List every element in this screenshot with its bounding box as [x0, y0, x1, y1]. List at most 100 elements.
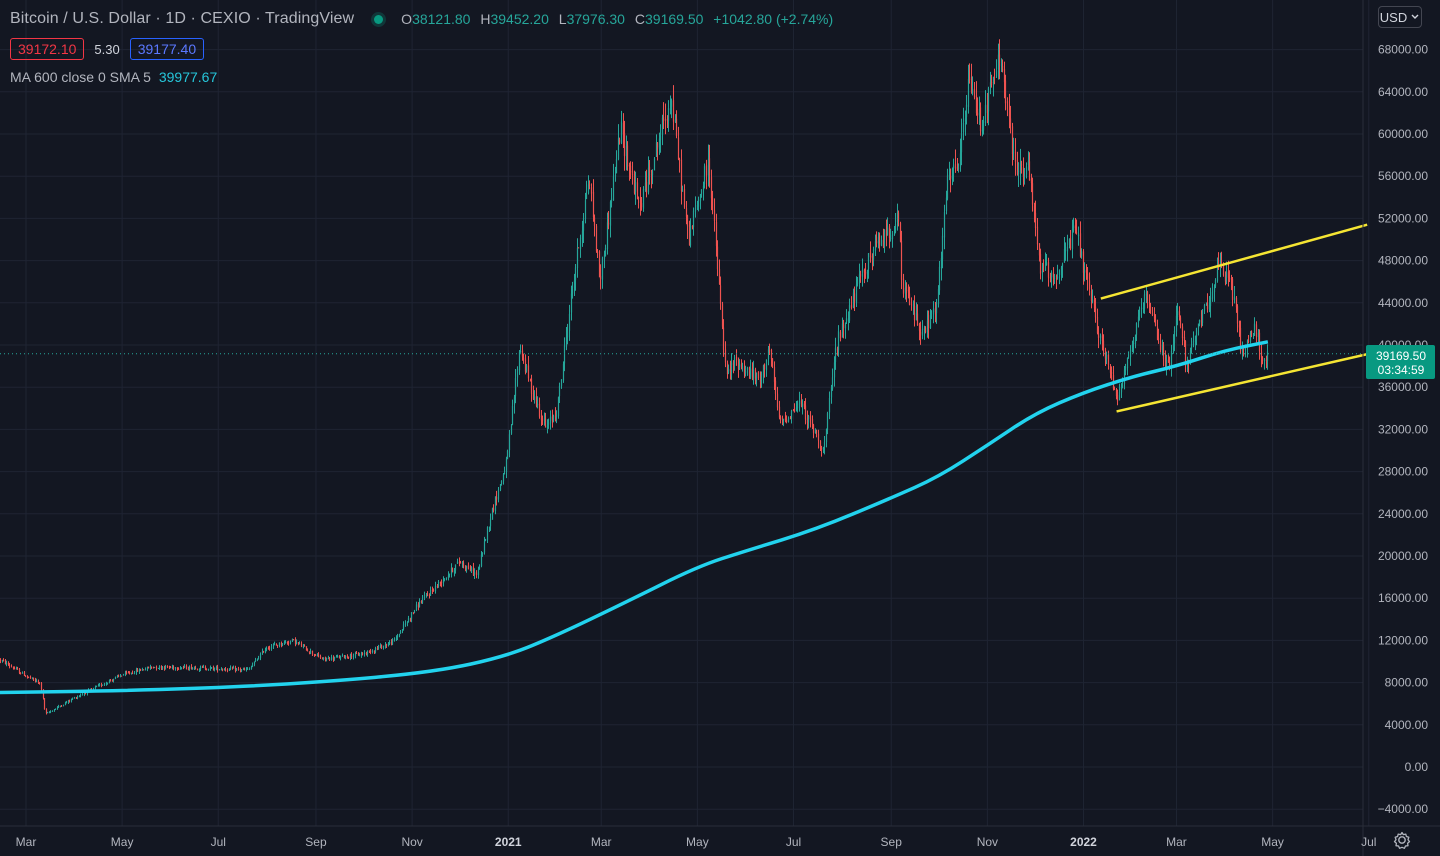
candle-body — [1080, 251, 1083, 257]
candle-body — [420, 601, 423, 603]
x-tick-label: Jul — [1361, 835, 1376, 849]
currency-button[interactable]: USD — [1378, 6, 1422, 28]
candle-body — [287, 642, 290, 644]
candle-body — [376, 648, 379, 650]
candle-body — [152, 667, 155, 669]
candle-body — [311, 650, 314, 654]
candle-body — [136, 669, 139, 672]
candle-body — [56, 707, 59, 709]
candle-body — [738, 364, 741, 370]
candle-body — [833, 362, 836, 378]
buy-price-button[interactable]: 39177.40 — [129, 38, 205, 60]
candle-body — [1072, 226, 1075, 228]
candle-body — [587, 184, 590, 194]
candle-body — [100, 684, 103, 686]
symbol-title[interactable]: Bitcoin / U.S. Dollar · 1D · CEXIO · Tra… — [10, 10, 355, 27]
candle-body — [144, 669, 147, 671]
candle-body — [967, 79, 970, 107]
candle-body — [382, 645, 385, 648]
candle-body — [814, 429, 817, 434]
moving-average-line — [0, 340, 1269, 695]
candle-body — [1001, 65, 1004, 71]
candle-body — [905, 286, 908, 291]
trendline-channel — [1100, 223, 1376, 413]
sell-price-button[interactable]: 39172.10 — [10, 38, 85, 60]
candle-body — [1206, 302, 1209, 309]
candle-body — [246, 668, 249, 670]
candle-body — [941, 235, 944, 260]
candle-body — [119, 675, 122, 677]
candle-body — [719, 285, 722, 304]
candle-body — [1047, 262, 1050, 278]
candle-body — [703, 166, 706, 185]
candlestick-series — [0, 39, 1269, 715]
candle-body — [825, 429, 828, 443]
candle-body — [606, 222, 609, 250]
market-status-icon[interactable] — [374, 14, 384, 24]
candle-body — [959, 153, 962, 167]
candle-body — [467, 565, 470, 570]
candle-body — [946, 175, 949, 199]
candle-body — [746, 367, 749, 370]
candle-body — [1039, 254, 1042, 274]
candle-body — [888, 226, 891, 239]
candle-body — [374, 648, 377, 652]
candle-body — [984, 105, 987, 123]
candle-body — [1033, 205, 1036, 212]
candle-body — [1006, 101, 1009, 110]
candle-body — [662, 116, 665, 121]
candle-body — [81, 694, 84, 696]
price-axis[interactable]: 68000.00 64000.00 60000.00 56000.00 52000.00… — [1378, 43, 1429, 817]
candle-body — [333, 657, 336, 660]
candle-body — [1028, 161, 1031, 181]
candle-body — [194, 667, 197, 670]
candle-body — [1056, 276, 1059, 279]
candle-body — [1239, 328, 1242, 351]
candle-body — [637, 197, 640, 200]
ohlc-open-key: O — [401, 11, 413, 27]
candle-body — [10, 666, 13, 668]
candle-body — [964, 118, 967, 122]
candle-body — [273, 644, 276, 646]
candle-body — [1050, 272, 1053, 279]
candle-body — [448, 573, 451, 576]
candle-body — [844, 323, 847, 329]
candle-body — [648, 166, 651, 173]
x-tick-label: May — [686, 835, 709, 849]
candle-body — [341, 655, 344, 657]
candle-body — [336, 656, 339, 658]
candle-body — [861, 269, 864, 277]
candle-body — [495, 496, 498, 500]
time-axis[interactable]: Mar May Jul Sep Nov 2021 Mar May Jul Sep Nov 2022 Ma… — [16, 835, 1377, 849]
candle-body — [346, 656, 349, 658]
candle-body — [338, 655, 341, 659]
candle-body — [142, 669, 145, 671]
candle-body — [544, 418, 547, 428]
candle-body — [1110, 372, 1113, 374]
ohlc-open: 38121.80 — [412, 11, 471, 27]
candle-body — [699, 193, 702, 202]
candle-body — [1027, 160, 1030, 165]
candle-body — [924, 327, 927, 333]
candle-body — [465, 565, 468, 569]
candle-body — [681, 190, 684, 192]
candle-body — [29, 676, 32, 679]
candle-body — [366, 650, 369, 655]
candle-body — [919, 331, 922, 335]
currency-label: USD — [1379, 9, 1408, 25]
candle-body — [188, 666, 191, 669]
candle-body — [23, 672, 26, 676]
candle-body — [472, 567, 475, 575]
indicator-label[interactable]: MA 600 close 0 SMA 5 — [10, 69, 151, 85]
candle-body — [735, 356, 738, 358]
candle-body — [155, 666, 158, 669]
gear-icon[interactable] — [1392, 830, 1412, 850]
y-tick-label: 60000.00 — [1378, 127, 1428, 141]
candle-body — [191, 668, 194, 670]
candle-body — [1156, 326, 1159, 340]
candle-body — [1096, 316, 1099, 334]
candle-body — [759, 379, 762, 382]
candle-body — [1209, 297, 1212, 307]
candle-body — [1231, 278, 1234, 301]
